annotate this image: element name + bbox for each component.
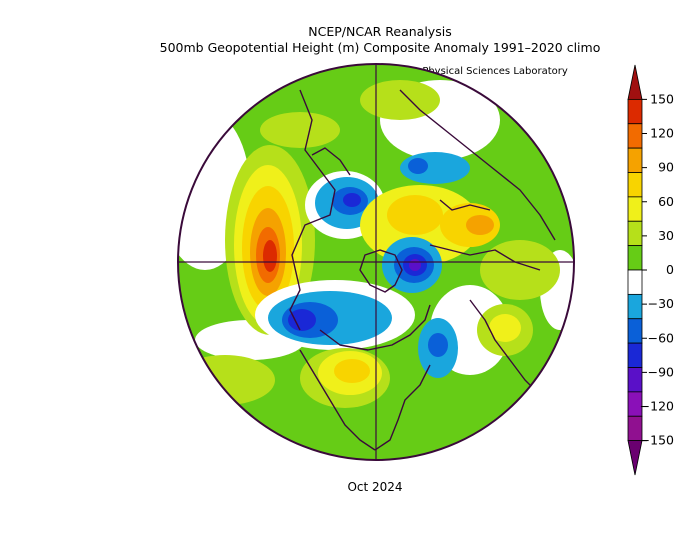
anomaly-trough-atlantic [418, 318, 458, 378]
colorbar-segment [627, 269, 643, 295]
colorbar-segment [627, 220, 643, 247]
colorbar-ticks [642, 98, 647, 442]
colorbar-tick-label: −120 [640, 399, 674, 414]
colorbar-tick-label: 30 [658, 228, 674, 243]
period-label: Oct 2024 [347, 480, 403, 494]
colorbar-tick-label: 90 [658, 160, 674, 175]
map-border [177, 63, 575, 461]
coastlines [289, 89, 556, 451]
colorbar-tick-label: −90 [648, 364, 674, 379]
colorbar-tick-label: 120 [650, 126, 674, 141]
anomaly-trough-siberia [400, 152, 470, 184]
map-disc [178, 64, 574, 460]
anomaly-trough-arctic [255, 280, 415, 350]
colorbar-segment [627, 367, 643, 393]
colorbar-tick-label: 150 [650, 91, 674, 106]
colorbar-segment [627, 172, 643, 198]
anomaly-ridge-us [300, 348, 390, 408]
colorbar-tick-label: 60 [658, 194, 674, 209]
chart-title: NCEP/NCAR Reanalysis [308, 24, 452, 39]
colorbar-tick-label: −30 [648, 296, 674, 311]
colorbar-segment [627, 64, 643, 100]
colorbar-segment [627, 342, 643, 368]
colorbar-segment [627, 293, 643, 320]
colorbar-segment [627, 98, 643, 125]
meridian-lines [178, 64, 574, 460]
colorbar-segment [627, 245, 643, 271]
credit-label: NOAA Physical Sciences Laboratory [390, 66, 568, 77]
colorbar-segment [627, 318, 643, 344]
colorbar-segments [627, 64, 643, 476]
colorbar-tick-label: −60 [648, 330, 674, 345]
anomaly-ridge-europe [360, 185, 500, 265]
colorbar-segment [627, 147, 643, 173]
colorbar-segment [627, 196, 643, 222]
colorbar-segment [627, 440, 643, 476]
colorbar-labels: 150 120 90 60 30 0 −30 −60 −90 −120 −150 [640, 91, 674, 447]
colorbar-tick-label: −150 [640, 433, 674, 448]
colorbar-segment [627, 123, 643, 149]
chart-subtitle: 500mb Geopotential Height (m) Composite … [159, 40, 601, 55]
anomaly-ridge-africa [477, 304, 533, 356]
colorbar-tick-label: 0 [666, 262, 674, 277]
anomaly-trough-east [382, 237, 442, 293]
